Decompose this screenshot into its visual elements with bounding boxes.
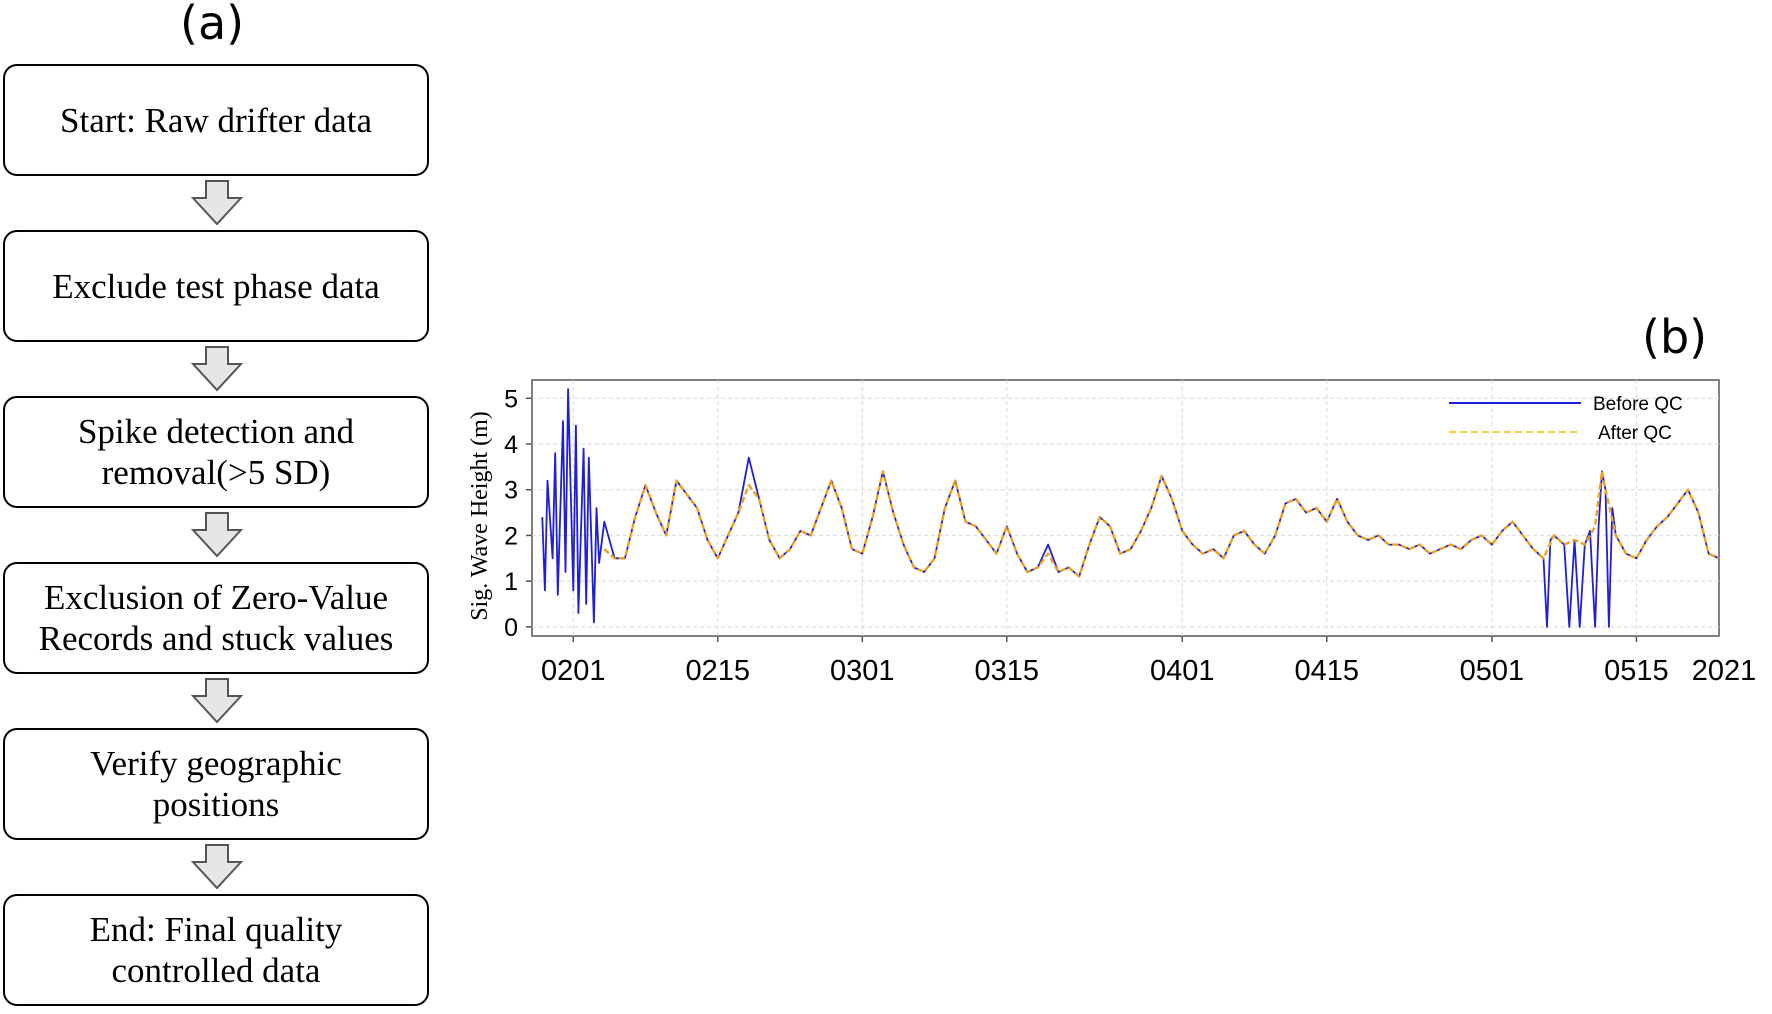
x-tick-label: 0301 [830, 655, 895, 687]
down-arrow-icon [191, 512, 243, 558]
wave-height-chart: 0 1 2 3 4 5 0201 0215 0301 0315 0401 0415 0501 0515 20… [467, 379, 1757, 687]
panel-b-label: (b) [1642, 310, 1708, 364]
x-tick-label: 0415 [1295, 655, 1360, 687]
flow-step-6: End: Final quality controlled data [3, 894, 429, 1006]
y-tick-label: 2 [504, 522, 518, 550]
y-tick-label: 5 [504, 385, 518, 413]
flow-step-5: Verify geographic positions [3, 728, 429, 840]
y-tick-label: 0 [504, 614, 518, 642]
legend-label-after-qc: After QC [1598, 423, 1672, 444]
y-tick-label: 4 [504, 431, 518, 459]
plot-area [531, 379, 1720, 637]
down-arrow-icon [191, 678, 243, 724]
legend-label-before-qc: Before QC [1593, 394, 1683, 415]
x-tick-label: 0515 [1604, 655, 1669, 687]
y-axis-label: Sig. Wave Height (m) [467, 411, 493, 621]
x-axis-year-label: 2021 [1692, 655, 1757, 687]
flow-step-2: Exclude test phase data [3, 230, 429, 342]
x-tick-label: 0501 [1460, 655, 1525, 687]
panel-a-label: (a) [180, 0, 245, 50]
down-arrow-icon [191, 180, 243, 226]
x-tick-label: 0215 [686, 655, 751, 687]
series-line-after-qc [603, 470, 1720, 578]
y-tick-label: 3 [504, 477, 518, 505]
flow-step-3: Spike detection and removal(>5 SD) [3, 396, 429, 508]
down-arrow-icon [191, 346, 243, 392]
flow-step-4: Exclusion of Zero-Value Records and stuc… [3, 562, 429, 674]
flow-step-1: Start: Raw drifter data [3, 64, 429, 176]
y-tick-label: 1 [504, 568, 518, 596]
x-tick-label: 0401 [1150, 655, 1215, 687]
x-tick-label: 0201 [541, 655, 606, 687]
down-arrow-icon [191, 844, 243, 890]
x-tick-label: 0315 [975, 655, 1040, 687]
